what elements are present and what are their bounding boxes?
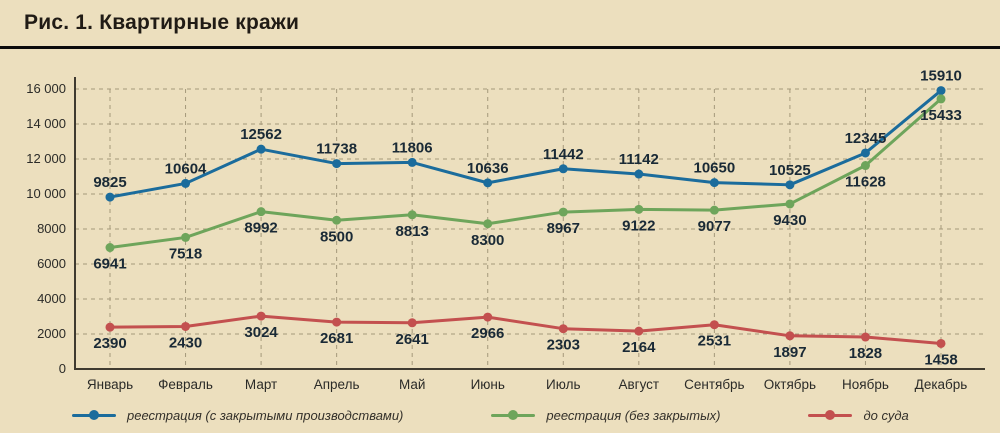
svg-text:8992: 8992 [244, 220, 277, 237]
axes [74, 77, 985, 370]
legend-dot-green [508, 410, 519, 420]
svg-text:Январь: Январь [87, 377, 133, 392]
svg-text:1828: 1828 [849, 345, 882, 362]
svg-text:12 000: 12 000 [26, 151, 66, 166]
legend-dot-red [825, 410, 836, 420]
svg-text:10604: 10604 [165, 160, 207, 177]
svg-text:10650: 10650 [694, 160, 736, 177]
series-value-labels-1: 6941 7518 8992 8500 8813 8300 8967 9122 9077 9430… [93, 107, 962, 273]
svg-text:Ноябрь: Ноябрь [842, 377, 889, 392]
svg-text:Март: Март [245, 377, 277, 392]
svg-text:2303: 2303 [547, 337, 580, 354]
svg-text:Октябрь: Октябрь [764, 377, 816, 392]
svg-text:Февраль: Февраль [158, 377, 213, 392]
x-axis-labels: Январь Февраль Март Апрель Май Июнь Июль Август… [87, 377, 967, 392]
svg-text:6941: 6941 [93, 256, 126, 273]
legend-label-registration-open: реестрация (без закрытых) [546, 407, 721, 423]
svg-text:8967: 8967 [547, 220, 580, 237]
svg-text:2641: 2641 [395, 331, 428, 348]
svg-text:2390: 2390 [93, 335, 126, 352]
svg-text:8300: 8300 [471, 232, 504, 249]
figure-header: Рис. 1. Квартирные кражи [0, 0, 1000, 46]
svg-text:9825: 9825 [93, 174, 126, 191]
svg-text:16 000: 16 000 [26, 81, 66, 96]
svg-text:2430: 2430 [169, 334, 202, 351]
legend-dot-blue [89, 410, 99, 420]
svg-text:10525: 10525 [769, 162, 811, 179]
svg-text:Май: Май [399, 377, 425, 392]
svg-text:9430: 9430 [773, 212, 806, 229]
svg-text:8000: 8000 [37, 221, 66, 236]
svg-text:11806: 11806 [392, 139, 433, 156]
svg-text:11628: 11628 [845, 174, 886, 191]
svg-text:Август: Август [618, 377, 659, 392]
svg-text:1458: 1458 [924, 351, 957, 368]
svg-text:10636: 10636 [467, 160, 509, 177]
svg-text:1897: 1897 [773, 344, 806, 361]
svg-text:2966: 2966 [471, 325, 504, 342]
svg-text:2531: 2531 [698, 333, 731, 350]
svg-text:0: 0 [59, 361, 66, 376]
svg-text:12345: 12345 [845, 130, 887, 147]
svg-text:8500: 8500 [320, 228, 353, 245]
svg-text:11738: 11738 [316, 141, 357, 158]
legend-label-court: до суда [863, 407, 909, 423]
svg-text:Июль: Июль [546, 377, 580, 392]
legend-item-registration-closed: реестрация (с закрытыми производствами) [72, 408, 403, 423]
svg-text:6000: 6000 [37, 256, 66, 271]
svg-text:9077: 9077 [698, 218, 731, 235]
svg-text:2681: 2681 [320, 330, 353, 347]
svg-text:Сентябрь: Сентябрь [684, 377, 744, 392]
series-line-1 [105, 94, 946, 253]
legend-swatch-red [808, 410, 853, 420]
svg-text:15910: 15910 [920, 68, 962, 85]
series-value-labels-0: 9825 10604 12562 11738 11806 10636 11442 11142 1… [93, 68, 962, 191]
line-chart: 0 2000 4000 6000 8000 10 000 12 000 14 000 16 00… [0, 49, 1000, 399]
legend-item-registration-open: реестрация (без закрытых) [491, 408, 720, 423]
svg-text:9122: 9122 [622, 217, 655, 234]
svg-text:7518: 7518 [169, 245, 202, 262]
svg-text:8813: 8813 [395, 223, 428, 240]
svg-text:Апрель: Апрель [314, 377, 360, 392]
legend-swatch-blue [72, 410, 116, 420]
series-line-0 [105, 86, 946, 202]
chart-legend: реестрация (с закрытыми производствами) … [0, 399, 1000, 431]
svg-text:2000: 2000 [37, 326, 66, 341]
svg-text:Декабрь: Декабрь [915, 377, 968, 392]
svg-text:3024: 3024 [244, 324, 278, 341]
svg-text:Июнь: Июнь [471, 377, 505, 392]
svg-text:12562: 12562 [240, 126, 282, 143]
svg-text:10 000: 10 000 [26, 186, 66, 201]
title-divider [0, 46, 1000, 49]
legend-item-court: до суда [808, 407, 909, 423]
y-axis-labels: 0 2000 4000 6000 8000 10 000 12 000 14 000 16 00… [26, 81, 66, 376]
svg-text:15433: 15433 [920, 107, 962, 124]
legend-label-registration-closed: реестрация (с закрытыми производствами) [127, 407, 404, 423]
line-chart-svg: 0 2000 4000 6000 8000 10 000 12 000 14 000 16 00… [26, 68, 985, 392]
svg-text:4000: 4000 [37, 291, 66, 306]
svg-text:11442: 11442 [543, 146, 584, 163]
svg-text:2164: 2164 [622, 339, 656, 356]
series-line-2 [105, 311, 946, 348]
legend-swatch-green [491, 410, 536, 420]
svg-text:14 000: 14 000 [26, 116, 66, 131]
svg-text:11142: 11142 [619, 151, 659, 168]
chart-title: Рис. 1. Квартирные кражи [24, 11, 300, 34]
series-value-labels-2: 2390 2430 3024 2681 2641 2966 2303 2164 2531 1897… [93, 324, 957, 368]
